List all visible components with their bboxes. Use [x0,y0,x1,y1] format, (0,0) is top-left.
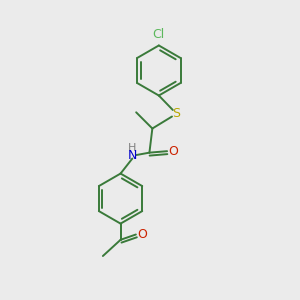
Text: N: N [128,148,137,161]
Text: S: S [172,107,181,120]
Text: O: O [168,145,178,158]
Text: O: O [137,228,147,241]
Text: H: H [128,143,136,153]
Text: Cl: Cl [153,28,165,41]
